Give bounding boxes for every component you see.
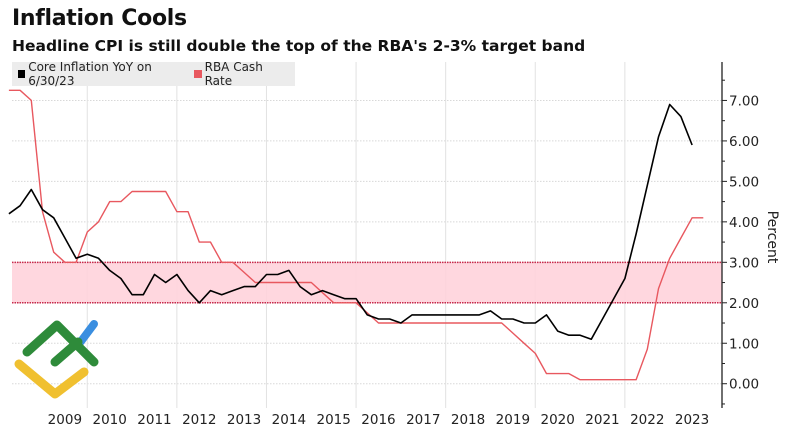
logo-green-stroke <box>50 337 83 367</box>
legend: Core Inflation YoY on 6/30/23 RBA Cash R… <box>12 60 295 88</box>
y-tick-label: 5.00 <box>729 174 759 190</box>
x-tick-label: 2020 <box>540 412 574 427</box>
series-line-rba-cash-rate <box>8 89 704 381</box>
target-band-fill <box>12 262 722 303</box>
legend-swatch-black <box>18 70 26 78</box>
x-tick-label: 2010 <box>92 412 126 427</box>
y-tick-label: 2.00 <box>729 296 759 312</box>
series-lines <box>8 89 704 381</box>
legend-item-core-inflation: Core Inflation YoY on 6/30/23 <box>18 60 184 88</box>
x-tick-label: 2019 <box>496 412 530 427</box>
x-tick-label: 2016 <box>361 412 395 427</box>
x-tick-label: 2018 <box>451 412 485 427</box>
y-tick-label: 3.00 <box>729 255 759 271</box>
x-tick-label: 2011 <box>137 412 171 427</box>
y-axis: 0.00 1.00 2.00 3.00 4.00 5.00 6.00 7.00 <box>721 62 759 408</box>
y-tick-label: 0.00 <box>729 377 759 393</box>
x-tick-label: 2012 <box>182 412 216 427</box>
x-tick-label: 2013 <box>227 412 261 427</box>
x-tick-label: 2015 <box>316 412 350 427</box>
logo-green-chevron <box>22 320 99 367</box>
chart-subtitle: Headline CPI is still double the top of … <box>12 37 586 55</box>
x-tick-label: 2017 <box>406 412 440 427</box>
gridlines <box>12 62 722 408</box>
legend-label: Core Inflation YoY on 6/30/23 <box>28 60 152 88</box>
legend-swatch-red <box>194 70 202 78</box>
x-tick-label: 2014 <box>272 412 306 427</box>
x-tick-label: 2023 <box>675 412 709 427</box>
x-axis-labels: 2009 2010 2011 2012 2013 2014 2015 2016 2017 2018… <box>48 412 710 427</box>
logo-yellow-stroke <box>14 359 89 399</box>
y-tick-label: 7.00 <box>729 93 759 109</box>
y-tick-label: 6.00 <box>729 134 759 150</box>
legend-item-rba-cash-rate: RBA Cash Rate <box>194 60 285 88</box>
y-axis-label: Percent <box>764 211 780 264</box>
legend-label: RBA Cash Rate <box>204 60 263 88</box>
y-tick-label: 1.00 <box>729 336 759 352</box>
x-tick-label: 2021 <box>585 412 619 427</box>
series-line-core-inflation <box>8 103 693 341</box>
x-tick-label: 2022 <box>630 412 664 427</box>
x-tick-label: 2009 <box>48 412 82 427</box>
target-band <box>12 261 722 304</box>
watermark-logo <box>14 320 99 399</box>
y-tick-label: 4.00 <box>729 215 759 231</box>
chart-title: Inflation Cools <box>12 6 187 31</box>
